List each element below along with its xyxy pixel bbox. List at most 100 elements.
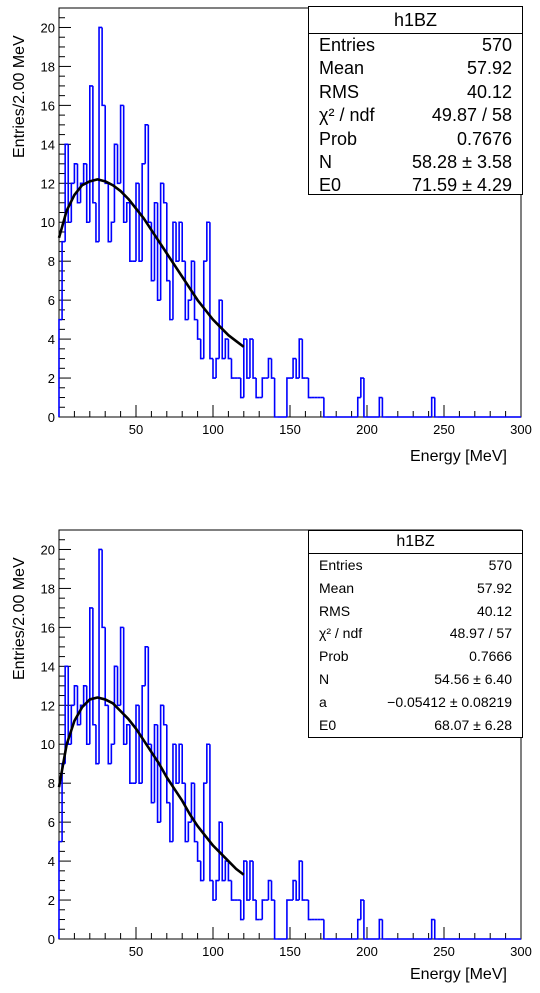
histogram-bin bbox=[144, 646, 149, 686]
histogram-bin bbox=[381, 919, 386, 940]
x-tick-label: 50 bbox=[129, 422, 143, 437]
x-axis-label: Energy [MeV] bbox=[410, 966, 507, 983]
stats-row: N 54.56 ± 6.40 bbox=[309, 668, 522, 691]
histogram-bin bbox=[252, 861, 257, 901]
stats-value: 0.7676 bbox=[456, 128, 512, 149]
histogram-bin bbox=[178, 743, 183, 784]
stats-value: 57.92 bbox=[476, 579, 512, 596]
histogram-bin bbox=[110, 221, 115, 242]
histogram-bin bbox=[323, 919, 327, 940]
histogram-bin bbox=[125, 723, 130, 745]
stats-row: χ² / ndf 49.87 / 58 bbox=[309, 104, 522, 127]
y-tick-label: 20 bbox=[41, 542, 55, 557]
y-tick-label: 2 bbox=[48, 371, 55, 386]
stats-box: h1BZ Entries 570 Mean 57.92 RMS 40.12 χ² / ndf… bbox=[308, 530, 523, 738]
histogram-bin bbox=[356, 396, 361, 417]
histogram-bin bbox=[76, 163, 81, 204]
histogram-bin bbox=[307, 378, 312, 399]
histogram-bin bbox=[301, 339, 306, 379]
histogram-bin bbox=[227, 861, 232, 882]
histogram-bin bbox=[150, 222, 155, 282]
histogram-bin bbox=[73, 685, 78, 706]
histogram-bin bbox=[270, 358, 275, 379]
histogram-bin bbox=[169, 802, 173, 843]
histogram-bin bbox=[292, 357, 297, 379]
histogram-bin bbox=[249, 338, 254, 379]
stats-key: RMS bbox=[319, 81, 359, 102]
histogram-bin bbox=[79, 182, 84, 203]
stats-key: N bbox=[319, 670, 330, 687]
histogram-bin bbox=[175, 222, 180, 262]
histogram-bin bbox=[82, 685, 87, 706]
stats-key: E0 bbox=[319, 716, 337, 733]
histogram-bin bbox=[110, 743, 115, 764]
stats-value: 49.87 / 58 bbox=[431, 105, 512, 126]
histogram-bin bbox=[162, 183, 167, 204]
histogram-bin bbox=[273, 900, 278, 940]
histogram-bin bbox=[323, 397, 327, 418]
stats-value: 71.59 ± 4.29 bbox=[412, 175, 512, 196]
histogram-bin bbox=[249, 860, 254, 901]
histogram-bin bbox=[246, 339, 250, 379]
y-tick-label: 14 bbox=[41, 659, 55, 674]
histogram-bin bbox=[356, 918, 361, 939]
histogram-bin bbox=[196, 319, 201, 340]
y-tick-label: 18 bbox=[41, 581, 55, 596]
x-tick-label: 50 bbox=[129, 944, 143, 959]
histogram-bin bbox=[261, 377, 266, 398]
y-axis-label: Entries/2.00 MeV bbox=[11, 557, 28, 680]
histogram-bin bbox=[243, 338, 247, 398]
histogram-bin bbox=[107, 183, 112, 243]
histogram-bin bbox=[267, 879, 272, 901]
histogram-bin bbox=[104, 627, 109, 707]
histogram-bin bbox=[95, 724, 100, 765]
histogram-bin bbox=[107, 705, 112, 765]
stats-key: Mean bbox=[319, 58, 365, 79]
histogram-bin bbox=[129, 202, 133, 262]
histogram-bin bbox=[230, 358, 235, 379]
histogram-bin bbox=[378, 918, 383, 939]
fit-curve bbox=[57, 178, 245, 348]
y-tick-label: 6 bbox=[48, 293, 55, 308]
histogram-bin bbox=[286, 899, 290, 939]
histogram-bin bbox=[273, 378, 278, 418]
stats-row: Mean 57.92 bbox=[309, 57, 522, 80]
histogram-bin bbox=[73, 163, 78, 184]
histogram-bin bbox=[301, 861, 306, 901]
stats-value: 40.12 bbox=[476, 602, 512, 619]
histogram-bin bbox=[181, 222, 186, 262]
histogram-bin bbox=[202, 782, 207, 881]
histogram-bin bbox=[101, 549, 106, 629]
histogram-bin bbox=[286, 377, 290, 417]
stats-key: Entries bbox=[319, 35, 376, 55]
histogram-bin bbox=[64, 665, 69, 764]
histogram-bin bbox=[270, 880, 275, 901]
histogram-bin bbox=[298, 860, 303, 901]
x-tick-label: 100 bbox=[202, 422, 224, 437]
histogram-bin bbox=[95, 202, 100, 243]
histogram-bin bbox=[221, 822, 226, 882]
histogram-bin bbox=[255, 900, 260, 921]
histogram-bin bbox=[430, 918, 435, 939]
histogram-bin bbox=[295, 358, 300, 379]
stats-value: 54.56 ± 6.40 bbox=[434, 670, 512, 687]
histogram-bin bbox=[169, 280, 173, 321]
histogram-bin bbox=[199, 339, 204, 360]
stats-key: Prob bbox=[319, 128, 358, 149]
y-tick-label: 16 bbox=[41, 98, 55, 113]
histogram-bin bbox=[239, 900, 244, 921]
histogram-bin bbox=[98, 26, 103, 242]
histogram-bin bbox=[76, 685, 81, 726]
histogram-bin bbox=[184, 783, 189, 843]
histogram-bin bbox=[156, 724, 161, 823]
histogram-bin bbox=[230, 880, 235, 901]
histogram-bin bbox=[135, 182, 140, 262]
histogram-bin bbox=[246, 861, 250, 901]
x-tick-label: 300 bbox=[510, 944, 532, 959]
stats-key: χ² / ndf bbox=[319, 105, 375, 126]
x-tick-label: 250 bbox=[433, 422, 455, 437]
histogram-bin bbox=[98, 548, 103, 764]
top-histogram-plot: 0 2 4 6 8 10 12 14 16 18 20 50 100 150 200 250 300 bbox=[41, 7, 532, 437]
stats-value: 40.12 bbox=[466, 81, 512, 102]
stats-row: N 58.28 ± 3.58 bbox=[309, 151, 522, 174]
